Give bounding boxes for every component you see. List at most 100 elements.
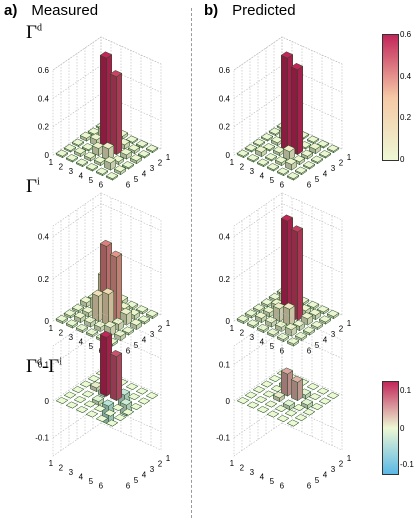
- bar-top: [91, 141, 105, 149]
- bar-top: [276, 167, 290, 175]
- bar-top: [318, 315, 332, 323]
- bar-top: [127, 144, 141, 152]
- bar-top: [276, 332, 290, 340]
- bar-top: [145, 144, 159, 152]
- y-tick-label: 1: [166, 153, 171, 162]
- bar-top: [63, 144, 77, 152]
- z-tick-label: 0.1: [38, 360, 50, 369]
- bar-top: [310, 155, 324, 163]
- bar-top: [71, 303, 85, 311]
- bar-top: [246, 401, 260, 409]
- side-wall: [52, 192, 102, 322]
- bar-top: [103, 409, 117, 417]
- z-tick-label: 0: [45, 397, 50, 406]
- bar-top: [316, 140, 330, 148]
- bar-top: [264, 400, 278, 408]
- x-tick-label: 4: [79, 338, 84, 347]
- bar-side: [290, 66, 298, 156]
- z-tick-label: 0.4: [38, 94, 50, 103]
- bar-top: [111, 404, 125, 411]
- bar-top: [137, 315, 151, 323]
- bar-top: [286, 337, 300, 345]
- x-tick-label: 3: [69, 167, 74, 176]
- bar-top: [290, 63, 304, 70]
- bar-top: [262, 143, 276, 151]
- bar-top: [290, 225, 304, 233]
- row-label-difference-sup2: i: [59, 356, 63, 368]
- y-tick-label: 5: [315, 341, 320, 350]
- y-tick-label: 4: [323, 169, 328, 178]
- bar-top: [306, 300, 320, 308]
- y-tick-label: 3: [150, 164, 155, 173]
- bar-top: [266, 163, 280, 171]
- colorbar-magnitude-tick: 0.2: [400, 113, 412, 122]
- bar-top: [101, 287, 115, 295]
- y-tick-label: 2: [339, 324, 344, 333]
- y-tick-label: 5: [134, 175, 139, 184]
- bar-top: [306, 383, 320, 390]
- bar-top: [85, 410, 99, 418]
- z-tick-label: 0: [45, 317, 50, 326]
- bar-top: [105, 419, 119, 427]
- bar-top: [316, 305, 330, 313]
- bar-side: [91, 293, 99, 323]
- row-label-gamma-i-base: Γ: [26, 176, 37, 197]
- bar-top: [306, 135, 320, 143]
- bar-top: [260, 133, 274, 141]
- bar-top: [286, 419, 300, 427]
- bar-top: [113, 165, 127, 173]
- bar-top: [280, 367, 294, 375]
- bar-top: [300, 312, 314, 320]
- y-tick-label: 1: [347, 319, 352, 328]
- row-label-gamma-d-sup: d: [36, 22, 42, 34]
- bar-top: [109, 70, 123, 78]
- z-gridline: [233, 330, 343, 365]
- x-tick-label: 5: [89, 477, 94, 486]
- bar-top: [268, 127, 282, 135]
- bar-top: [244, 144, 258, 152]
- row-label-gamma-i-sup: i: [36, 176, 40, 188]
- x-tick-label: 4: [260, 172, 265, 181]
- bar-top: [268, 375, 282, 382]
- bar-top: [310, 403, 324, 410]
- bar-top: [87, 375, 101, 382]
- bar-top: [308, 393, 322, 400]
- panel-tag-a: a): [4, 2, 18, 19]
- row-label-gamma-d: Γd: [26, 22, 42, 44]
- bar-top: [260, 298, 274, 306]
- bar-top: [318, 150, 332, 158]
- x-tick-label: 5: [270, 176, 275, 185]
- bar-top: [125, 383, 139, 390]
- x-tick-label: 2: [59, 163, 64, 172]
- bar-top: [272, 146, 286, 154]
- bar-top: [252, 138, 266, 146]
- bar-top: [244, 309, 258, 317]
- z-tick-label: 0.2: [38, 275, 50, 284]
- y-tick-label: 1: [347, 454, 352, 463]
- bar-top: [127, 393, 141, 400]
- colorbar-difference-tick: -0.1: [400, 460, 414, 469]
- bar-top: [81, 390, 95, 398]
- bar-top: [272, 302, 286, 310]
- x-tick-label: 1: [230, 158, 235, 167]
- y-tick-label: 1: [347, 153, 352, 162]
- bar-top: [282, 145, 296, 152]
- x-tick-label: 2: [240, 329, 245, 338]
- column-header-predicted: b) Predicted: [204, 2, 296, 19]
- bar-top: [318, 397, 332, 405]
- bar-top: [81, 143, 95, 151]
- y-tick-label: 6: [126, 481, 131, 490]
- x-tick-label: 4: [79, 172, 84, 181]
- x-tick-label: 5: [89, 342, 94, 351]
- bar-top: [308, 308, 322, 316]
- x-tick-label: 3: [250, 333, 255, 342]
- bar-top: [294, 331, 308, 339]
- bar-side: [280, 370, 288, 397]
- bar-top: [135, 387, 149, 395]
- y-tick-label: 3: [150, 465, 155, 474]
- bar-top: [256, 158, 270, 166]
- bar-top: [246, 319, 260, 327]
- bar-top: [65, 401, 79, 409]
- bar-top: [129, 318, 143, 326]
- bar-top: [270, 385, 284, 392]
